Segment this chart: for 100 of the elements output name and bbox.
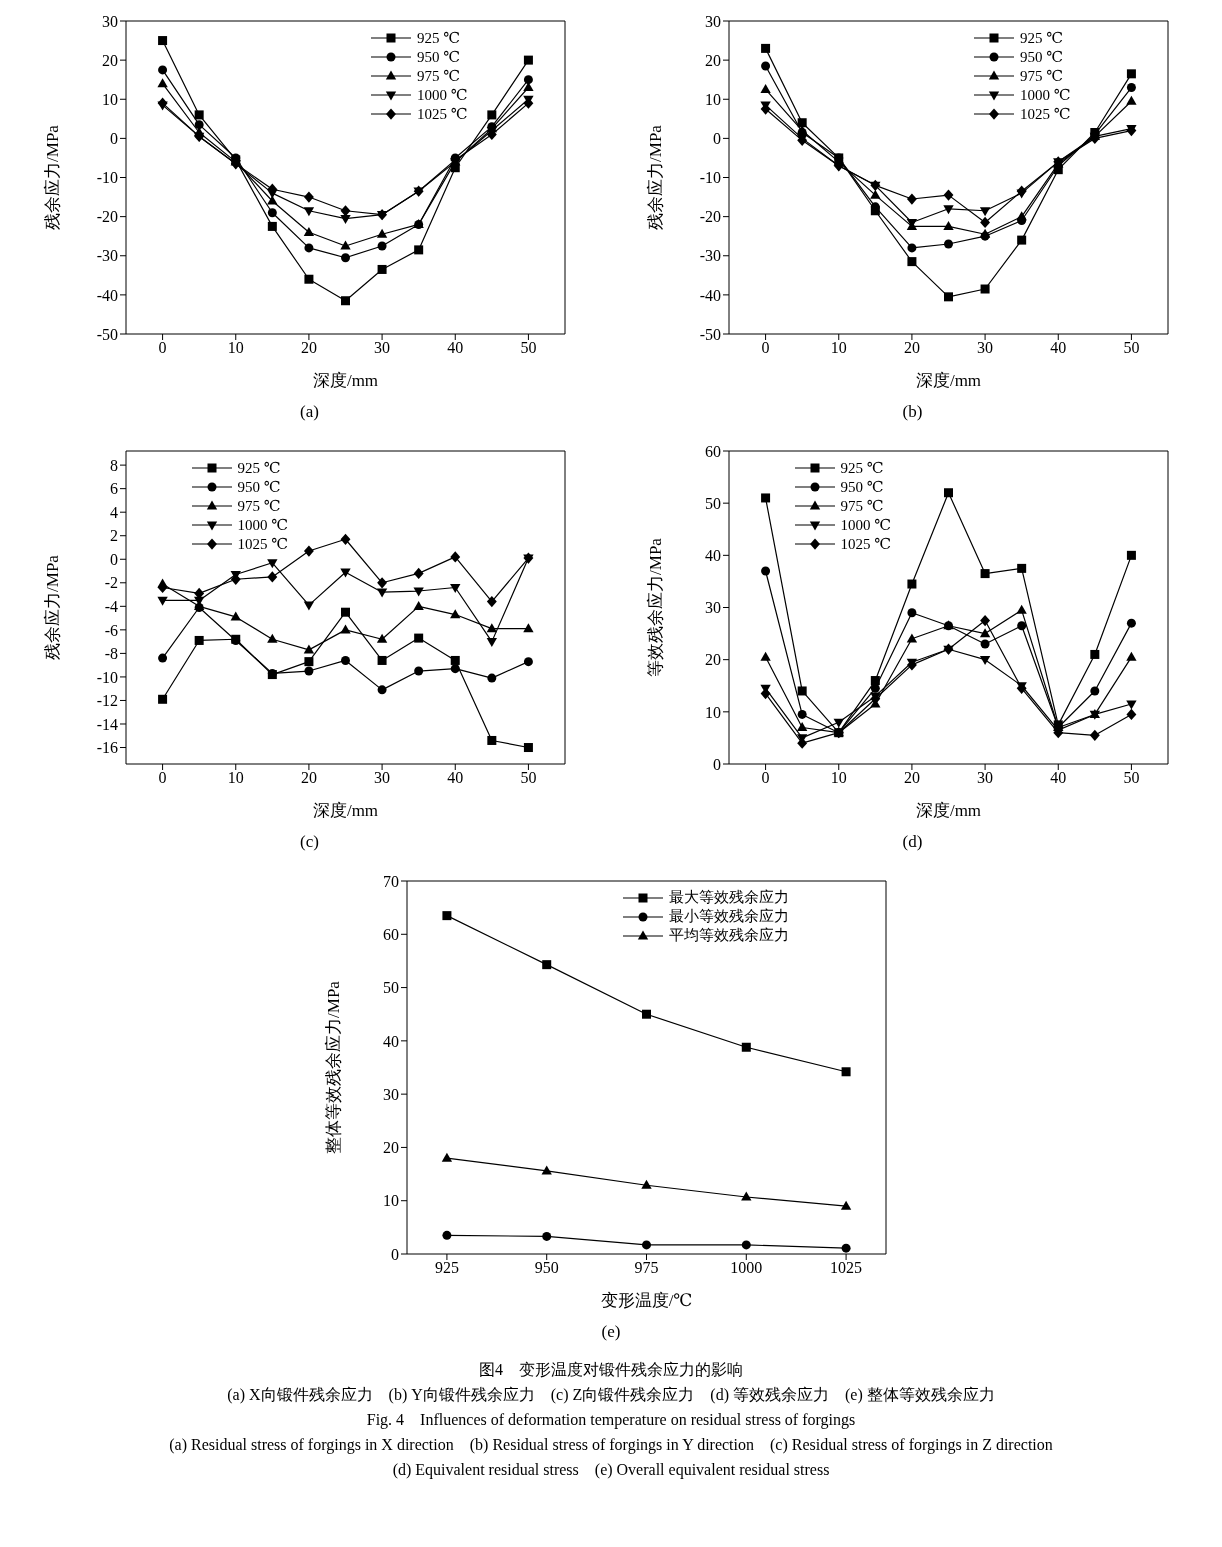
x-tick-label: 30 (976, 769, 993, 787)
y-tick-label: 10 (704, 703, 721, 721)
legend-label: 1025 ℃ (1019, 104, 1071, 123)
x-tick-label: 40 (1049, 769, 1066, 787)
x-tick-label: 10 (227, 769, 244, 787)
y-axis-title: 残余应力/MPa (42, 554, 62, 660)
legend-label: 1000 ℃ (840, 515, 892, 534)
caption: 图4 变形温度对锻件残余应力的影响 (479, 1360, 743, 1380)
legend-label: 925 ℃ (1019, 28, 1063, 47)
y-tick-label: 20 (704, 51, 721, 69)
legend-label: 1000 ℃ (237, 515, 289, 534)
y-tick-label: 0 (391, 1245, 399, 1263)
y-tick-label: 20 (101, 51, 118, 69)
legend-label: 1025 ℃ (416, 104, 468, 123)
legend-label: 最小等效残余应力 (669, 907, 789, 926)
legend-label: 925 ℃ (237, 458, 281, 477)
y-tick-label: 10 (704, 90, 721, 108)
legend-label: 975 ℃ (1019, 66, 1063, 85)
y-tick-label: 60 (704, 442, 721, 460)
x-axis-title: 深度/mm (312, 371, 378, 390)
x-tick-label: 925 (434, 1259, 459, 1277)
y-tick-label: -10 (96, 169, 118, 187)
y-tick-label: -12 (96, 692, 118, 710)
y-tick-label: -14 (96, 715, 118, 733)
x-tick-label: 950 (534, 1259, 559, 1277)
text: (a) Residual stress of forgings in X direction (b) Residual stress of forgings in Y direction (c) Residual stress of forgings in Z direction (169, 1435, 1053, 1456)
y-tick-label: -6 (104, 621, 118, 639)
x-tick-label: 1025 (830, 1259, 863, 1277)
x-axis-title: 深度/mm (312, 801, 378, 820)
y-tick-label: -20 (96, 208, 118, 226)
x-tick-label: 0 (158, 339, 167, 357)
legend-label: 950 ℃ (840, 477, 884, 496)
x-tick-label: 40 (1049, 339, 1066, 357)
y-tick-label: 50 (383, 979, 399, 997)
text: (a) X向锻件残余应力 (b) Y向锻件残余应力 (c) Z向锻件残余应力 (d) 等效残余应力 (e) 整体等效残余应力 (227, 1385, 995, 1406)
x-tick-label: 50 (1122, 339, 1139, 357)
x-tick-label: 10 (227, 339, 244, 357)
y-tick-label: -16 (96, 739, 118, 757)
y-tick-label: -8 (104, 645, 118, 663)
legend-label: 950 ℃ (237, 477, 281, 496)
x-tick-label: 50 (1122, 769, 1139, 787)
y-tick-label: 20 (704, 651, 721, 669)
y-tick-label: -2 (104, 574, 118, 592)
y-tick-label: -20 (699, 208, 721, 226)
y-tick-label: -10 (699, 169, 721, 187)
y-tick-label: 4 (109, 503, 118, 521)
legend-label: 1000 ℃ (1019, 85, 1071, 104)
y-tick-label: -4 (104, 598, 118, 615)
y-tick-label: 0 (712, 755, 721, 773)
legend-label: 950 ℃ (1019, 47, 1063, 66)
x-axis-title: 深度/mm (915, 371, 981, 390)
legend-label: 925 ℃ (840, 458, 884, 477)
y-tick-label: -40 (699, 286, 721, 304)
legend-label: 975 ℃ (840, 496, 884, 515)
x-tick-label: 0 (761, 769, 770, 787)
x-tick-label: 40 (446, 339, 463, 357)
y-tick-label: -50 (699, 325, 721, 343)
y-tick-label: 0 (109, 130, 118, 148)
y-tick-label: 30 (704, 599, 721, 617)
text: (b) (901, 402, 924, 422)
x-tick-label: 1000 (730, 1259, 763, 1277)
x-axis-title: 深度/mm (915, 801, 981, 820)
y-axis-title: 整体等效残余应力/MPa (324, 980, 344, 1154)
legend-label: 975 ℃ (237, 496, 281, 515)
text: (d) Equivalent residual stress (e) Overall equivalent residual stress (392, 1460, 830, 1481)
y-tick-label: 30 (704, 12, 721, 30)
y-tick-label: 0 (712, 130, 721, 148)
x-tick-label: 20 (300, 339, 317, 357)
text: (d) (901, 832, 924, 852)
legend-label: 最大等效残余应力 (669, 888, 789, 907)
legend-label: 1025 ℃ (840, 534, 892, 553)
y-axis-title: 残余应力/MPa (42, 124, 62, 230)
y-tick-label: -30 (96, 247, 118, 265)
y-tick-label: -40 (96, 286, 118, 304)
y-tick-label: -30 (699, 247, 721, 265)
x-tick-label: 975 (634, 1259, 659, 1277)
x-tick-label: 0 (761, 339, 770, 357)
x-tick-label: 10 (830, 339, 847, 357)
text: (c) (299, 832, 320, 852)
legend-label: 平均等效残余应力 (669, 926, 789, 945)
y-tick-label: 40 (383, 1032, 399, 1050)
y-tick-label: -10 (96, 668, 118, 686)
y-tick-label: -50 (96, 325, 118, 343)
y-tick-label: 20 (383, 1139, 399, 1157)
x-tick-label: 50 (519, 769, 536, 787)
y-tick-label: 10 (383, 1192, 399, 1210)
x-tick-label: 0 (158, 769, 167, 787)
legend-label: 1000 ℃ (416, 85, 468, 104)
legend-label: 1025 ℃ (237, 534, 289, 553)
y-tick-label: 10 (101, 90, 118, 108)
legend-label: 975 ℃ (416, 66, 460, 85)
x-tick-label: 10 (830, 769, 847, 787)
x-tick-label: 40 (446, 769, 463, 787)
y-tick-label: 8 (109, 456, 118, 474)
x-tick-label: 30 (976, 339, 993, 357)
legend-label: 925 ℃ (416, 28, 460, 47)
text: (e) (601, 1322, 621, 1342)
y-tick-label: 70 (383, 872, 399, 890)
y-tick-label: 50 (704, 494, 721, 512)
text: (a) (299, 402, 320, 422)
